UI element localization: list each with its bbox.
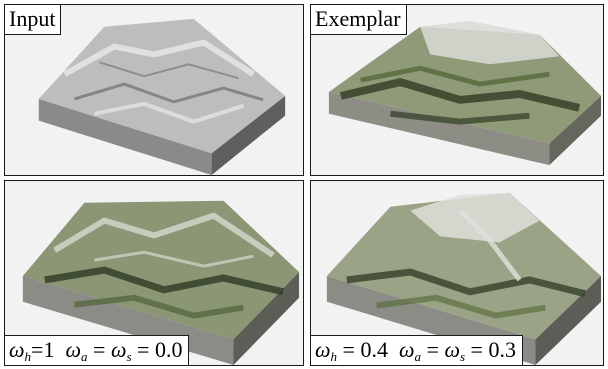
- subscript-s: s: [459, 349, 466, 364]
- subscript-h: h: [24, 349, 32, 364]
- terrain-block: [328, 20, 602, 166]
- omega-symbol: ω: [9, 337, 25, 362]
- panel-result-1: ωh=1 ωa = ωs = 0.0: [4, 180, 304, 366]
- terrain-top: [326, 192, 602, 340]
- terrain-side-right: [549, 95, 602, 166]
- panel-label-result-1: ωh=1 ωa = ωs = 0.0: [5, 335, 190, 365]
- vegetation-band: [390, 110, 530, 125]
- equals-sign: =: [426, 337, 439, 362]
- omega-h-value: = 0.4: [342, 337, 388, 362]
- subscript-h: h: [330, 349, 338, 364]
- vegetation-band: [360, 65, 550, 87]
- vegetation-band: [339, 78, 581, 112]
- subscript-a: a: [414, 349, 422, 364]
- ridge-line: [94, 250, 254, 268]
- terrain-side-right: [211, 95, 286, 175]
- omega-symbol: ω: [65, 337, 82, 362]
- terrain-top: [22, 200, 300, 340]
- snow-peaks: [410, 192, 540, 243]
- valley-line: [74, 82, 264, 104]
- omega-h-value: =1: [31, 337, 55, 362]
- terrain-block: [38, 18, 286, 175]
- terrain-side-right: [233, 272, 300, 365]
- subscript-a: a: [81, 349, 88, 364]
- ridge-line: [458, 208, 522, 282]
- terrain-render-exemplar: [311, 5, 603, 175]
- terrain-block: [22, 200, 300, 365]
- omega-symbol: ω: [398, 337, 415, 362]
- omega-symbol: ω: [315, 337, 331, 362]
- ridge-line: [94, 101, 245, 124]
- equals-sign: =: [93, 337, 106, 362]
- subscript-s: s: [126, 349, 132, 364]
- panel-exemplar: Exemplar: [310, 4, 604, 176]
- panel-label-exemplar: Exemplar: [311, 5, 407, 35]
- snow-peaks: [420, 20, 560, 65]
- panel-label-result-2: ωh = 0.4 ωa = ωs = 0.3: [311, 335, 523, 365]
- panel-input: Input: [4, 4, 304, 176]
- vegetation-band: [376, 294, 546, 319]
- terrain-side-right: [535, 275, 602, 365]
- terrain-render-input: [5, 5, 303, 175]
- ridge-line: [53, 212, 275, 258]
- omega-symbol: ω: [110, 337, 127, 362]
- panel-result-2: ωh = 0.4 ωa = ωs = 0.3: [310, 180, 604, 366]
- terrain-render-result-1: [5, 181, 303, 365]
- omega-as-value: = 0.3: [470, 337, 516, 362]
- ridge-line: [63, 39, 255, 77]
- terrain-side-front: [328, 91, 550, 166]
- omega-as-value: = 0.0: [137, 337, 183, 362]
- vegetation-band: [44, 266, 284, 296]
- vegetation-band: [74, 294, 244, 319]
- terrain-side-front: [38, 98, 212, 175]
- valley-line: [99, 61, 239, 80]
- panel-label-input: Input: [5, 5, 62, 35]
- omega-symbol: ω: [444, 337, 460, 362]
- vegetation-band: [346, 268, 586, 298]
